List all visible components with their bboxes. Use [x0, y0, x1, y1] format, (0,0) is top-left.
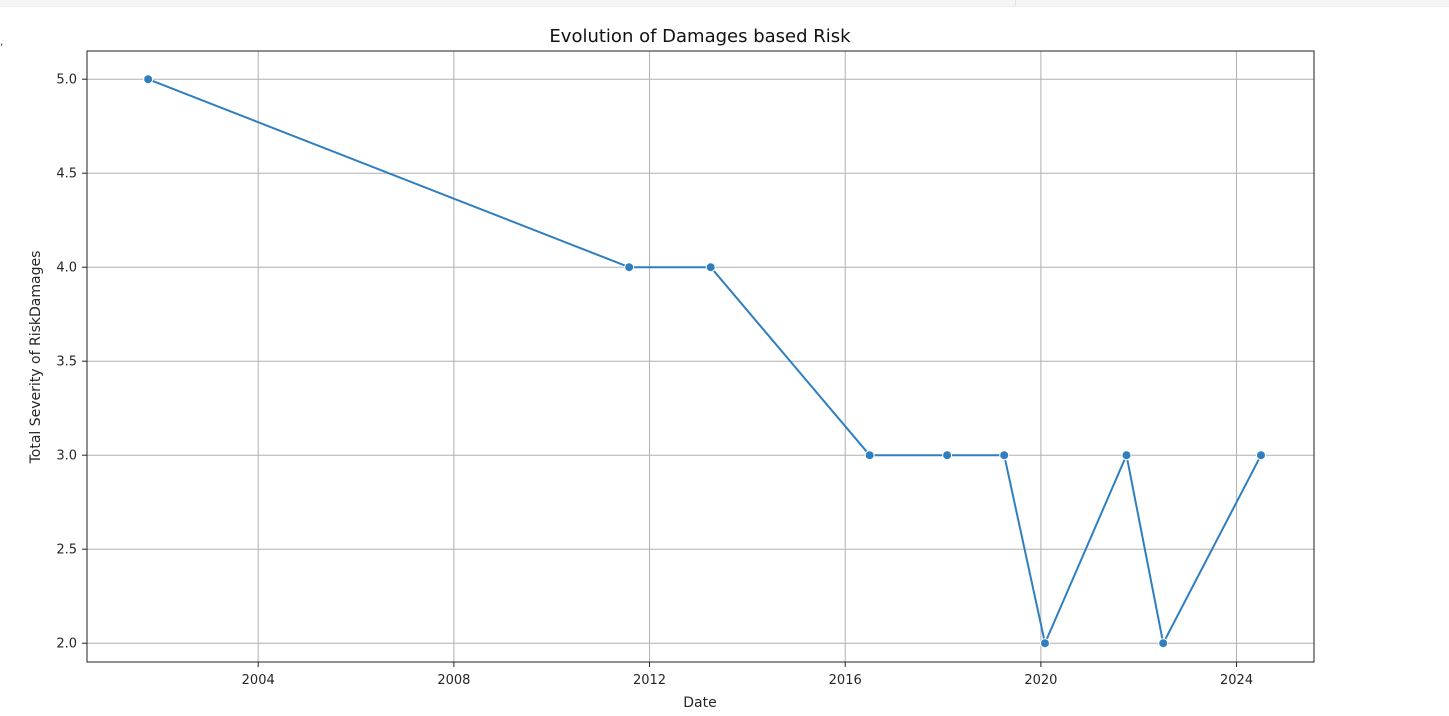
- chart-title: Evolution of Damages based Risk: [549, 26, 851, 47]
- data-point: [864, 450, 875, 461]
- data-point: [1256, 450, 1267, 461]
- y-axis: 2.0 2.5 3.0 3.5 4.0 4.5 5.0: [56, 73, 87, 652]
- y-tick-label: 2.5: [56, 543, 77, 558]
- y-tick-label: 4.5: [56, 167, 77, 182]
- plot-frame: [86, 50, 1315, 663]
- series-group: [143, 74, 1267, 649]
- output-edge-mark: ,: [0, 37, 4, 48]
- data-point: [143, 74, 154, 85]
- grid: [87, 51, 1314, 662]
- series-line: [147, 78, 1262, 645]
- y-tick-label: 4.0: [56, 261, 77, 276]
- y-tick-label: 2.0: [56, 637, 77, 652]
- x-tick-label: 2016: [829, 673, 862, 688]
- data-point: [1039, 638, 1050, 649]
- x-tick-label: 2020: [1024, 673, 1057, 688]
- data-point: [624, 262, 635, 273]
- data-point: [705, 262, 716, 273]
- data-point: [999, 450, 1010, 461]
- y-axis-label: Total Severity of RiskDamages: [28, 251, 44, 465]
- data-point: [1158, 638, 1169, 649]
- x-tick-label: 2004: [242, 673, 275, 688]
- x-tick-label: 2012: [633, 673, 666, 688]
- y-tick-label: 3.5: [56, 355, 77, 370]
- x-axis: 2004 2008 2012 2016 2020 2024: [242, 662, 1253, 688]
- data-point: [942, 450, 953, 461]
- y-tick-label: 5.0: [56, 73, 77, 88]
- top-bar-divider: [1015, 0, 1016, 6]
- x-tick-label: 2024: [1220, 673, 1253, 688]
- y-tick-label: 3.0: [56, 449, 77, 464]
- x-tick-label: 2008: [437, 673, 470, 688]
- x-axis-label: Date: [683, 695, 716, 711]
- notebook-top-bar: [0, 0, 1449, 7]
- data-point: [1121, 450, 1132, 461]
